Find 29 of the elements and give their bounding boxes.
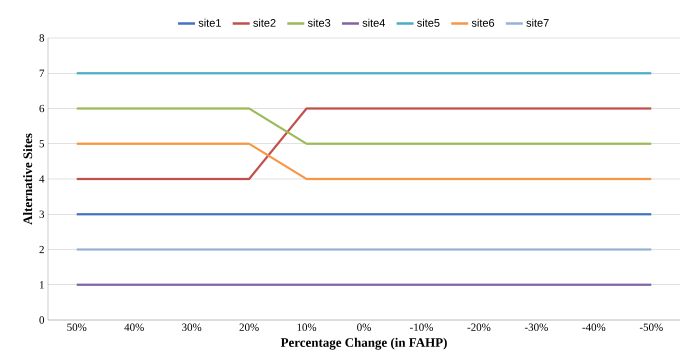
x-tick-label: 0% bbox=[357, 324, 371, 331]
y-tick-label: 8 bbox=[39, 34, 44, 42]
legend-label: site7 bbox=[526, 18, 549, 27]
y-tick-label: 7 bbox=[40, 70, 44, 77]
x-tick-label: 10% bbox=[297, 324, 316, 331]
x-tick-label: 30% bbox=[182, 324, 202, 331]
x-axis-title: Percentage Change (in FAHP) bbox=[280, 338, 447, 350]
x-tick-label: -30% bbox=[524, 324, 548, 331]
x-tick-label: 40% bbox=[124, 324, 144, 331]
y-tick-label: 3 bbox=[40, 210, 44, 218]
y-axis-title: Alternative Sites bbox=[23, 133, 32, 225]
legend-label: site2 bbox=[253, 18, 276, 27]
y-tick-label: 0 bbox=[39, 316, 44, 324]
y-tick-label: 5 bbox=[40, 140, 44, 148]
x-tick-label: -20% bbox=[467, 324, 490, 331]
x-tick-label: -50% bbox=[640, 324, 663, 331]
legend-label: site3 bbox=[308, 18, 330, 27]
x-tick-label: 50% bbox=[67, 324, 86, 331]
x-tick-label: -40% bbox=[582, 324, 606, 331]
x-tick-label: 20% bbox=[240, 324, 259, 331]
legend-label: site6 bbox=[472, 18, 494, 27]
legend-label: site4 bbox=[362, 18, 385, 27]
y-tick-label: 6 bbox=[39, 104, 44, 112]
legend-label: site1 bbox=[198, 18, 221, 27]
y-tick-label: 1 bbox=[40, 281, 44, 288]
legend-label: site5 bbox=[417, 18, 440, 27]
y-tick-label: 4 bbox=[39, 175, 44, 183]
x-tick-label: -10% bbox=[410, 324, 433, 331]
y-tick-label: 2 bbox=[39, 246, 44, 254]
